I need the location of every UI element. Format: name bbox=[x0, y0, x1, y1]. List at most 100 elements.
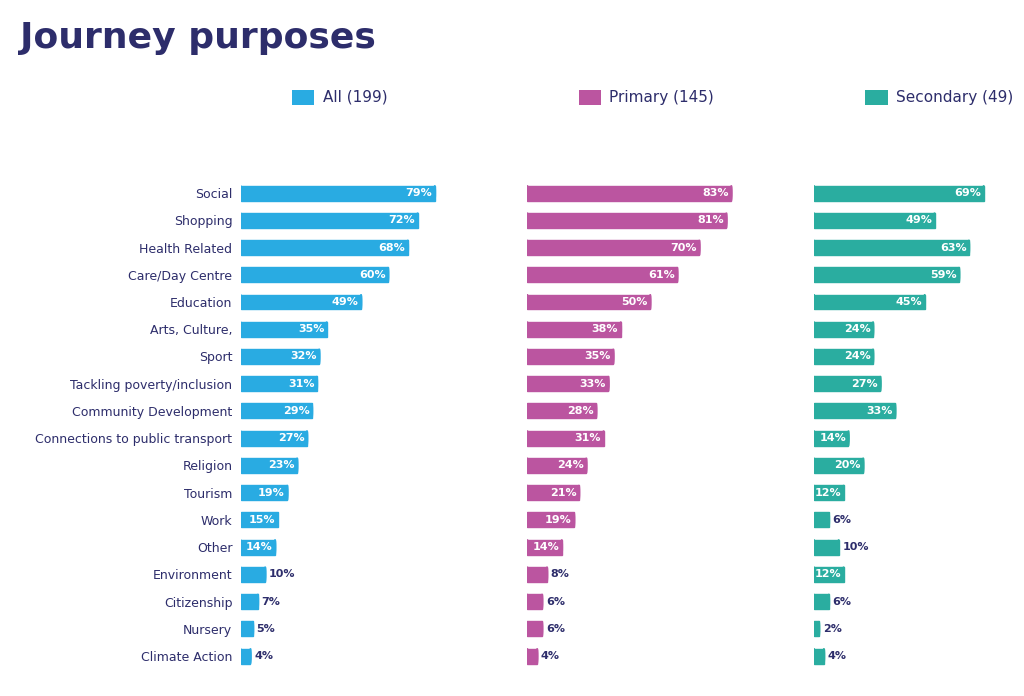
Circle shape bbox=[526, 431, 528, 445]
Circle shape bbox=[542, 594, 543, 609]
Text: 35%: 35% bbox=[298, 324, 325, 334]
Bar bbox=[527, 485, 579, 500]
Text: 49%: 49% bbox=[905, 215, 932, 226]
Text: 63%: 63% bbox=[940, 242, 967, 253]
Bar bbox=[241, 431, 307, 445]
Circle shape bbox=[240, 567, 242, 582]
Circle shape bbox=[274, 539, 275, 555]
Circle shape bbox=[603, 431, 604, 445]
Circle shape bbox=[526, 539, 528, 555]
Bar bbox=[241, 349, 319, 364]
Text: 27%: 27% bbox=[851, 379, 878, 388]
Bar bbox=[241, 322, 327, 337]
Bar bbox=[527, 322, 621, 337]
Circle shape bbox=[526, 594, 528, 609]
Text: 50%: 50% bbox=[622, 297, 648, 307]
Circle shape bbox=[621, 322, 622, 337]
Circle shape bbox=[969, 240, 970, 255]
Text: All (199): All (199) bbox=[323, 90, 387, 105]
Circle shape bbox=[958, 267, 959, 283]
Circle shape bbox=[813, 458, 815, 473]
Circle shape bbox=[726, 213, 727, 228]
Circle shape bbox=[813, 622, 815, 636]
Circle shape bbox=[360, 294, 361, 310]
Circle shape bbox=[537, 649, 538, 663]
Circle shape bbox=[526, 322, 528, 337]
Circle shape bbox=[596, 404, 597, 418]
Circle shape bbox=[612, 349, 614, 364]
Bar bbox=[241, 485, 288, 500]
Circle shape bbox=[264, 567, 266, 582]
Bar bbox=[814, 539, 839, 555]
Circle shape bbox=[240, 267, 242, 283]
Bar bbox=[241, 294, 361, 310]
Bar bbox=[814, 377, 881, 391]
Text: 69%: 69% bbox=[954, 188, 981, 198]
Text: 28%: 28% bbox=[567, 406, 594, 416]
Circle shape bbox=[818, 622, 819, 636]
Circle shape bbox=[240, 539, 242, 555]
Text: 10%: 10% bbox=[269, 569, 295, 579]
Circle shape bbox=[526, 649, 528, 663]
Bar bbox=[814, 294, 925, 310]
Circle shape bbox=[813, 594, 815, 609]
Text: 7%: 7% bbox=[261, 596, 281, 607]
Text: 12%: 12% bbox=[814, 488, 841, 498]
Circle shape bbox=[813, 649, 815, 663]
Circle shape bbox=[526, 485, 528, 500]
Circle shape bbox=[434, 186, 435, 200]
Circle shape bbox=[813, 485, 815, 500]
Circle shape bbox=[417, 213, 418, 228]
Circle shape bbox=[934, 213, 935, 228]
Bar bbox=[527, 431, 603, 445]
Bar bbox=[241, 539, 275, 555]
Bar bbox=[241, 458, 297, 473]
Bar bbox=[814, 567, 844, 582]
Circle shape bbox=[813, 377, 815, 391]
Text: 72%: 72% bbox=[388, 215, 415, 226]
Text: 4%: 4% bbox=[541, 651, 560, 661]
Circle shape bbox=[677, 267, 678, 283]
Circle shape bbox=[561, 539, 562, 555]
Circle shape bbox=[526, 622, 528, 636]
Circle shape bbox=[257, 594, 258, 609]
Circle shape bbox=[813, 539, 815, 555]
Text: 8%: 8% bbox=[551, 569, 569, 579]
Bar bbox=[814, 622, 819, 636]
Circle shape bbox=[240, 622, 242, 636]
Bar bbox=[527, 267, 677, 283]
Circle shape bbox=[579, 485, 580, 500]
Circle shape bbox=[813, 213, 815, 228]
Text: 21%: 21% bbox=[550, 488, 577, 498]
Bar bbox=[527, 512, 574, 528]
Bar bbox=[814, 649, 824, 663]
Bar bbox=[527, 594, 542, 609]
Circle shape bbox=[387, 267, 389, 283]
Text: 61%: 61% bbox=[648, 270, 675, 280]
Circle shape bbox=[240, 485, 242, 500]
Circle shape bbox=[318, 349, 319, 364]
Circle shape bbox=[542, 622, 543, 636]
Circle shape bbox=[731, 186, 732, 200]
Circle shape bbox=[526, 377, 528, 391]
Bar bbox=[241, 512, 278, 528]
Bar bbox=[814, 213, 935, 228]
Text: 6%: 6% bbox=[833, 596, 852, 607]
Text: 49%: 49% bbox=[332, 297, 358, 307]
Bar bbox=[241, 377, 316, 391]
Circle shape bbox=[287, 485, 288, 500]
Bar bbox=[527, 240, 699, 255]
Text: 14%: 14% bbox=[246, 542, 272, 552]
Bar bbox=[241, 567, 265, 582]
Circle shape bbox=[408, 240, 409, 255]
Circle shape bbox=[813, 186, 815, 200]
Circle shape bbox=[848, 431, 849, 445]
Circle shape bbox=[526, 267, 528, 283]
Text: 83%: 83% bbox=[702, 188, 729, 198]
Bar bbox=[814, 267, 959, 283]
Circle shape bbox=[240, 294, 242, 310]
Text: 14%: 14% bbox=[532, 542, 559, 552]
Text: 15%: 15% bbox=[249, 515, 275, 525]
Bar bbox=[527, 458, 587, 473]
Circle shape bbox=[526, 567, 528, 582]
